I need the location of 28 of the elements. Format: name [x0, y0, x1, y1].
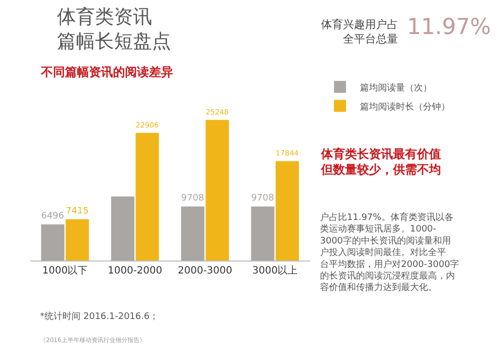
text: 11.97% [407, 15, 491, 40]
bar [251, 206, 274, 261]
text: 体育类长资讯最有价值但数量较少，供需不均 [320, 147, 441, 177]
bar [66, 219, 89, 261]
chart-title: 体育类资讯篇幅长短盘点 [57, 6, 171, 53]
data-label: 9708 [251, 194, 274, 204]
x-tick-label: 1000以下 [42, 264, 88, 277]
bar [206, 120, 229, 261]
data-label: 22906 [136, 120, 160, 130]
legend-label: 篇均阅读量（次） [360, 82, 432, 94]
bar [136, 132, 159, 261]
data-label: 6496 [41, 211, 64, 222]
text: 户占比11.97%。体育类资讯以各类运动赛事短讯居多。1000-3000字的中长资讯的阅读量和用户投入阅读时间最佳。对比全平台平均数据，用户对2000-3000字的长资讯的阅读沉浸程度最高，内容价值和传播力达到最大化。 [320, 212, 460, 294]
data-label: 17844 [276, 148, 300, 158]
data-label: 7415 [66, 206, 89, 216]
legend-label: 篇均阅读时长（分钟） [360, 101, 450, 112]
bar [111, 196, 134, 261]
bar [41, 224, 64, 261]
bar [181, 206, 204, 261]
text: *统计时间 2016.1-2016.6； [40, 311, 159, 322]
text: 体育兴趣用户占全平台总量 [321, 18, 398, 46]
data-label: 9708 [181, 194, 204, 204]
x-tick-label: 3000以上 [252, 264, 298, 277]
x-tick-label: 2000-3000 [178, 266, 232, 277]
x-tick-label: 1000-2000 [108, 266, 162, 277]
chart-subtitle: 不同篇幅资讯的阅读差异 [40, 65, 173, 79]
data-label: 25248 [206, 107, 230, 116]
bar [276, 161, 299, 261]
